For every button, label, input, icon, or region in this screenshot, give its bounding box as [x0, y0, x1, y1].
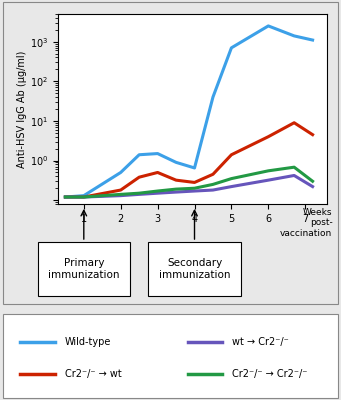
Text: Weeks
post-
vaccination: Weeks post- vaccination	[280, 208, 332, 238]
Text: Cr2⁻/⁻ → Cr2⁻/⁻: Cr2⁻/⁻ → Cr2⁻/⁻	[232, 369, 307, 379]
Text: Cr2⁻/⁻ → wt: Cr2⁻/⁻ → wt	[65, 369, 121, 379]
Text: Primary
immunization: Primary immunization	[48, 258, 120, 280]
Y-axis label: Anti-HSV IgG Ab (μg/ml): Anti-HSV IgG Ab (μg/ml)	[17, 50, 27, 168]
Text: Wild-type: Wild-type	[65, 337, 111, 347]
Text: wt → Cr2⁻/⁻: wt → Cr2⁻/⁻	[232, 337, 288, 347]
Text: Secondary
immunization: Secondary immunization	[159, 258, 230, 280]
